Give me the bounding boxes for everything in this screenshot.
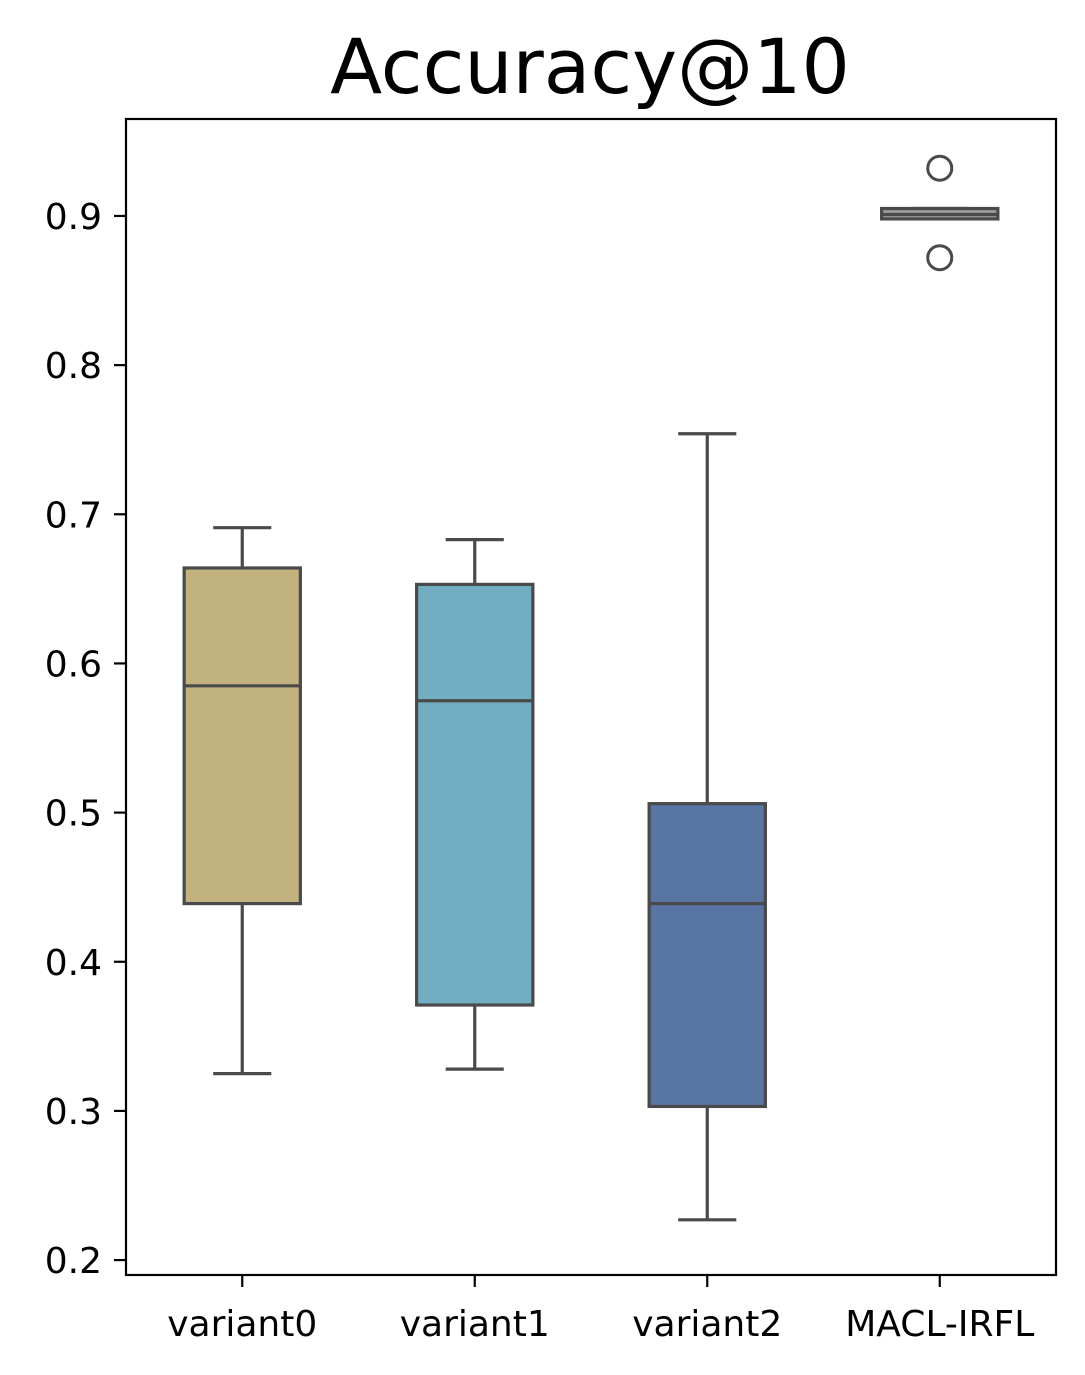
y-tick-label: 0.7	[45, 495, 102, 536]
y-tick-label: 0.5	[45, 794, 102, 835]
y-tick-label: 0.3	[45, 1092, 102, 1133]
y-tick-label: 0.9	[45, 197, 102, 238]
y-tick-label: 0.4	[45, 943, 102, 984]
x-tick-label: variant0	[167, 1304, 317, 1345]
y-tick-label: 0.8	[45, 346, 102, 387]
x-tick-label: variant1	[400, 1304, 550, 1345]
y-tick-label: 0.6	[45, 644, 102, 685]
x-tick-label: MACL-IRFL	[845, 1304, 1034, 1345]
box-iqr	[415, 582, 535, 1007]
outlier-point	[926, 154, 954, 182]
plot-area	[182, 154, 1000, 1222]
outlier-point	[926, 244, 954, 272]
y-axis: 0.2 0.3 0.4 0.5 0.6 0.7 0.8 0.9	[45, 197, 126, 1282]
box-variant2	[647, 432, 767, 1222]
chart-title: Accuracy@10	[330, 22, 850, 111]
x-axis: variant0 variant1 variant2 MACL-IRFL	[167, 1275, 1034, 1345]
plot-frame	[124, 117, 1058, 1277]
box-variant0	[182, 526, 302, 1076]
y-tick-label: 0.2	[45, 1241, 102, 1282]
x-tick-label: variant2	[632, 1304, 782, 1345]
box-variant1	[415, 538, 535, 1071]
box-iqr	[647, 802, 767, 1109]
box-iqr	[182, 566, 302, 906]
box-MACL-IRFL	[880, 154, 1000, 272]
